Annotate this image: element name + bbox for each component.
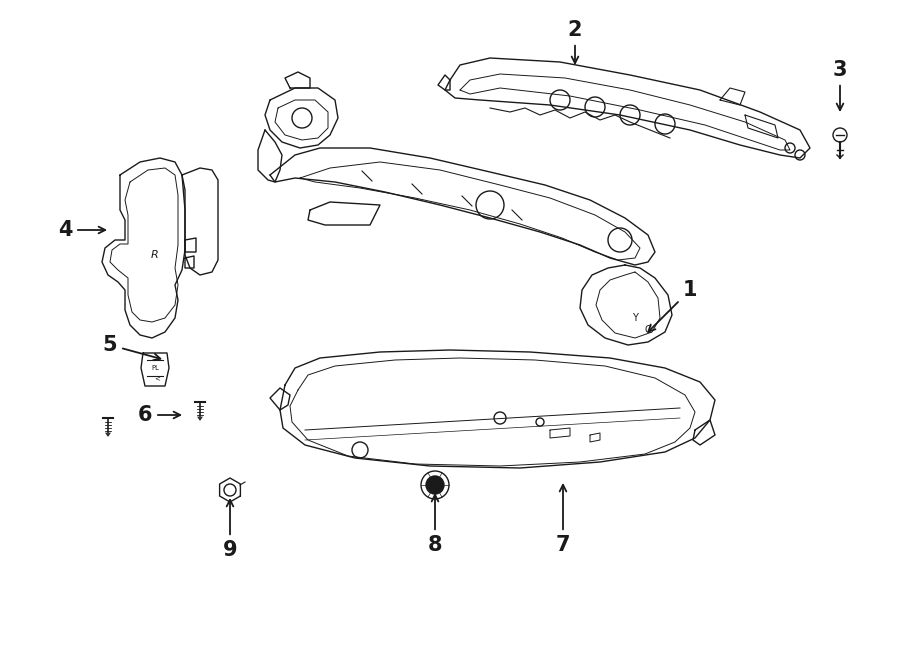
Text: 5: 5 [103,335,160,360]
Text: 2: 2 [568,20,582,63]
Text: Y: Y [632,313,638,323]
Text: R: R [151,250,159,260]
Text: C: C [644,325,652,335]
Text: 9: 9 [222,500,238,560]
Text: 1: 1 [648,280,698,332]
Text: PL: PL [151,365,159,371]
Circle shape [426,476,444,494]
Text: <: < [154,375,160,381]
Text: 8: 8 [428,495,442,555]
Text: 6: 6 [138,405,180,425]
Text: 4: 4 [58,220,105,240]
Text: 7: 7 [556,485,571,555]
Text: 3: 3 [832,60,847,110]
